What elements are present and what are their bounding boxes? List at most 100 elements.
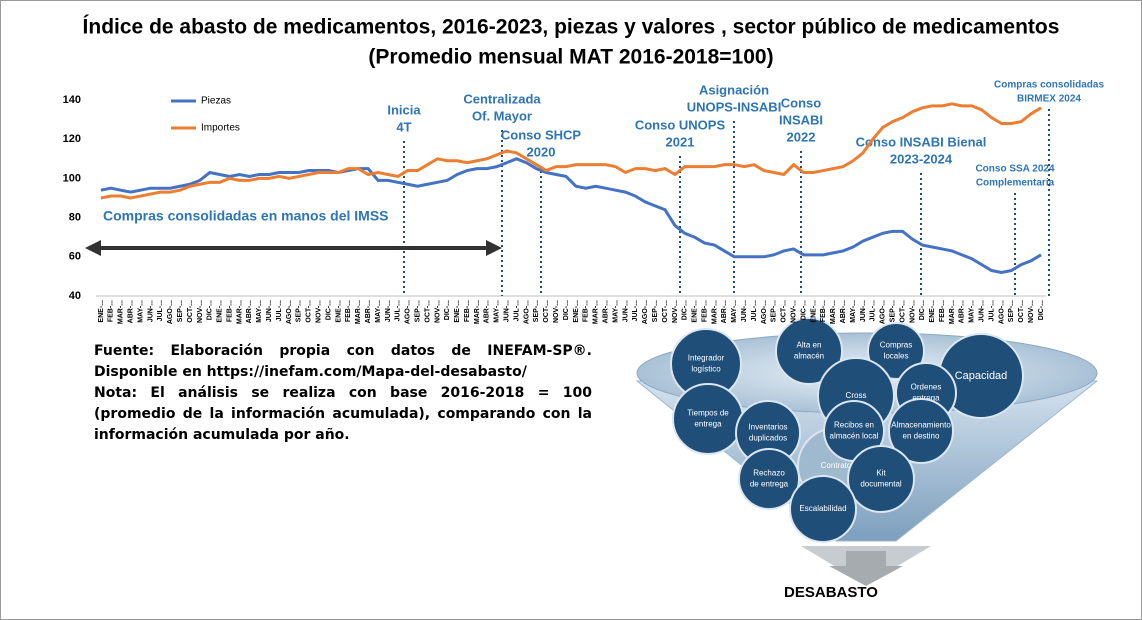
annotation: 2023-2024 xyxy=(890,151,953,166)
x-tick-label: MAR-... xyxy=(474,300,481,324)
x-tick-label: JUN-... xyxy=(741,300,748,322)
bubble-label: locales xyxy=(884,352,909,361)
x-tick-label: NOV-... xyxy=(1028,300,1035,323)
annotation: UNOPS-INSABI xyxy=(687,99,782,114)
x-tick-label: JUN-... xyxy=(860,300,867,322)
x-tick-label: JUN-... xyxy=(147,300,154,322)
x-tick-label: MAR-... xyxy=(830,300,837,324)
x-tick-label: AGO-... xyxy=(286,300,293,324)
x-tick-label: FEB-... xyxy=(583,300,590,322)
x-tick-label: ENE-... xyxy=(810,300,817,323)
x-tick-label: ABR-... xyxy=(484,300,491,323)
x-tick-label: JUN-... xyxy=(266,300,273,322)
x-tick-label: NOV-... xyxy=(316,300,323,323)
annotation: Conso SSA 2024 xyxy=(975,164,1055,175)
bubble-label: Rechazo xyxy=(753,469,785,478)
note: Fuente: Elaboración propia con datos de … xyxy=(94,341,592,446)
x-tick-label: OCT-... xyxy=(187,300,194,323)
x-tick-label: MAY-... xyxy=(375,300,382,323)
bubble-label: en destino xyxy=(903,432,940,441)
x-tick-label: JUL-... xyxy=(513,300,520,321)
bubble-label: duplicados xyxy=(749,434,787,443)
x-tick-label: DIC-... xyxy=(1038,300,1045,320)
bubble-label: Recibos en xyxy=(834,421,874,430)
bubble-label: entrega xyxy=(912,394,940,403)
x-tick-label: DIC-... xyxy=(444,300,451,320)
annotation: 4T xyxy=(396,119,411,134)
x-tick-label: MAR-... xyxy=(236,300,243,324)
annotation: BIRMEX 2024 xyxy=(1017,94,1081,105)
x-tick-label: ENE-... xyxy=(692,300,699,323)
x-tick-label: AGO-... xyxy=(998,300,1005,324)
bubble-label: Kit xyxy=(876,469,886,478)
x-tick-label: ENE-... xyxy=(217,300,224,323)
annotation: 2022 xyxy=(787,129,816,144)
x-tick-label: MAR-... xyxy=(355,300,362,324)
x-tick-label: FEB-... xyxy=(345,300,352,322)
x-tick-label: FEB-... xyxy=(939,300,946,322)
bubble-label: de entrega xyxy=(750,480,789,489)
bubble-label: almacén xyxy=(794,352,824,361)
x-tick-label: MAR-... xyxy=(593,300,600,324)
annotation: 2020 xyxy=(527,144,556,159)
x-tick-label: NOV-... xyxy=(672,300,679,323)
x-tick-label: SEP-... xyxy=(177,300,184,322)
annotation: Conso INSABI Bienal xyxy=(856,134,987,149)
bubble-label: Tiempos de xyxy=(687,409,729,418)
x-tick-label: MAY-... xyxy=(731,300,738,323)
x-tick-label: FEB-... xyxy=(464,300,471,322)
x-tick-label: ABR-... xyxy=(365,300,372,323)
x-tick-label: JUL-... xyxy=(276,300,283,321)
x-tick-label: DIC-... xyxy=(682,300,689,320)
x-tick-label: AGO-... xyxy=(405,300,412,324)
x-tick-label: DIC-... xyxy=(919,300,926,320)
x-tick-label: AGO-... xyxy=(523,300,530,324)
x-tick-label: NOV-... xyxy=(434,300,441,323)
annotation: Asignación xyxy=(699,82,769,97)
source-text: Fuente: Elaboración propia con datos de … xyxy=(94,343,592,380)
x-tick-label: ENE-... xyxy=(573,300,580,323)
x-tick-label: ABR-... xyxy=(721,300,728,323)
series-line xyxy=(100,102,1042,200)
annotation: 2021 xyxy=(666,134,695,149)
x-tick-label: JUL-... xyxy=(751,300,758,321)
x-tick-label: AGO-... xyxy=(642,300,649,324)
x-tick-label: JUN-... xyxy=(504,300,511,322)
x-tick-label: JUN-... xyxy=(979,300,986,322)
chart-subtitle: (Promedio mensual MAT 2016-2018=100) xyxy=(368,46,773,69)
bubble xyxy=(775,317,843,385)
x-tick-label: JUL-... xyxy=(632,300,639,321)
annotation: INSABI xyxy=(779,112,823,127)
x-tick-label: NOV-... xyxy=(197,300,204,323)
bubble xyxy=(888,398,954,464)
x-tick-label: JUL-... xyxy=(988,300,995,321)
x-tick-label: FEB-... xyxy=(108,300,115,322)
annotation: Conso xyxy=(781,95,822,110)
x-tick-label: FEB-... xyxy=(820,300,827,322)
annotation: Complementaria xyxy=(976,178,1055,189)
x-tick-label: SEP-... xyxy=(652,300,659,322)
x-tick-label: JUN-... xyxy=(385,300,392,322)
x-tick-label: ENE-... xyxy=(929,300,936,323)
x-tick-label: NOV-... xyxy=(553,300,560,323)
x-tick-label: JUL-... xyxy=(157,300,164,321)
x-tick-label: FEB-... xyxy=(226,300,233,322)
annotation: Of. Mayor xyxy=(472,108,532,123)
x-tick-label: JUL-... xyxy=(395,300,402,321)
x-tick-label: SEP-... xyxy=(414,300,421,322)
y-tick-label: 120 xyxy=(63,133,81,145)
x-tick-label: SEP-... xyxy=(296,300,303,322)
series-line xyxy=(100,157,1042,275)
x-tick-label: MAY-... xyxy=(256,300,263,323)
bubble-label: Contrato xyxy=(821,461,852,470)
x-tick-label: MAY-... xyxy=(137,300,144,323)
x-tick-label: ENE-... xyxy=(98,300,105,323)
x-tick-label: SEP-... xyxy=(771,300,778,322)
x-tick-label: OCT-... xyxy=(1018,300,1025,323)
x-tick-label: MAY-... xyxy=(969,300,976,323)
x-tick-label: JUN-... xyxy=(622,300,629,322)
x-tick-label: ABR-... xyxy=(840,300,847,323)
x-tick-label: OCT-... xyxy=(543,300,550,323)
arrow-label: Compras consolidadas en manos del IMSS xyxy=(103,208,389,224)
x-tick-label: OCT-... xyxy=(662,300,669,323)
